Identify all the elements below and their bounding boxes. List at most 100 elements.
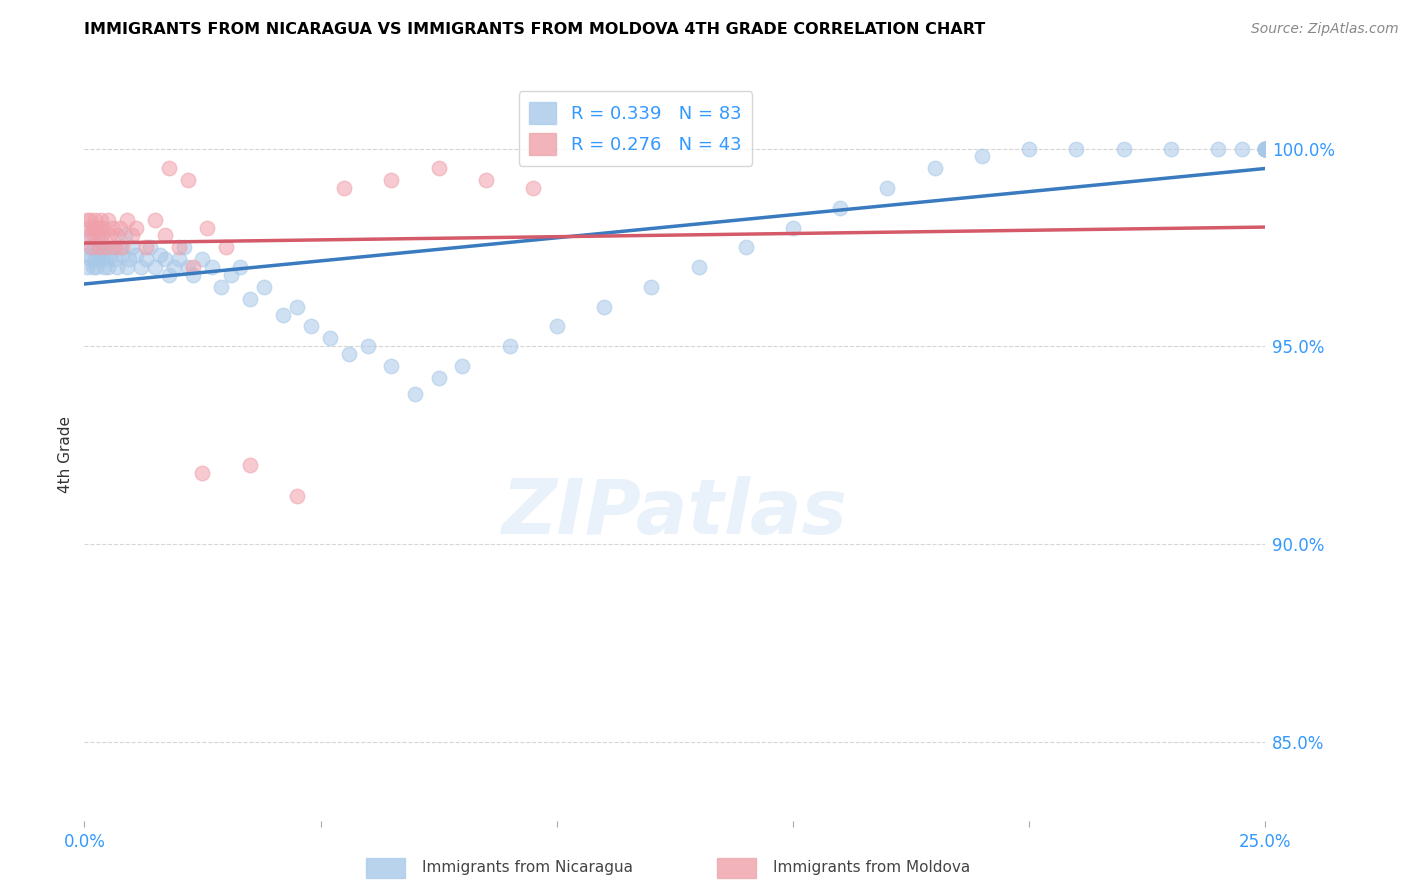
Point: [104, 240, 127, 254]
Point: [87, 240, 110, 254]
Point: [80, 240, 103, 254]
Point: [167, 240, 190, 254]
Text: IMMIGRANTS FROM NICARAGUA VS IMMIGRANTS FROM MOLDOVA 4TH GRADE CORRELATION CHART: IMMIGRANTS FROM NICARAGUA VS IMMIGRANTS …: [84, 22, 986, 37]
Point: [77, 248, 100, 262]
Point: [1206, 141, 1229, 155]
Point: [83, 240, 105, 254]
Point: [195, 220, 218, 235]
Point: [98, 248, 121, 262]
Point: [94, 252, 117, 267]
Point: [86, 228, 108, 243]
Y-axis label: 4th Grade: 4th Grade: [58, 417, 73, 493]
Point: [876, 181, 898, 195]
Point: [1112, 141, 1135, 155]
Point: [427, 371, 450, 385]
Point: [1254, 141, 1277, 155]
Point: [111, 248, 134, 262]
Point: [157, 161, 180, 176]
Point: [337, 347, 360, 361]
Point: [173, 240, 195, 254]
Point: [98, 228, 121, 243]
Point: [118, 252, 141, 267]
Point: [115, 260, 138, 274]
Point: [89, 220, 111, 235]
Point: [157, 268, 180, 282]
Point: [139, 240, 162, 254]
Point: [115, 212, 138, 227]
Point: [101, 240, 124, 254]
Text: ZIPatlas: ZIPatlas: [502, 476, 848, 550]
Point: [125, 220, 148, 235]
Point: [1254, 141, 1277, 155]
Text: Source: ZipAtlas.com: Source: ZipAtlas.com: [1251, 22, 1399, 37]
Point: [77, 228, 100, 243]
Point: [285, 300, 308, 314]
Point: [83, 252, 105, 267]
Point: [91, 220, 114, 235]
Point: [782, 220, 804, 235]
Text: Immigrants from Nicaragua: Immigrants from Nicaragua: [422, 860, 633, 874]
Point: [177, 260, 200, 274]
Point: [80, 228, 103, 243]
Point: [219, 268, 242, 282]
Point: [121, 240, 143, 254]
Point: [87, 240, 110, 254]
Point: [299, 319, 322, 334]
Point: [129, 260, 152, 274]
Point: [239, 292, 262, 306]
Point: [734, 240, 756, 254]
Point: [94, 240, 117, 254]
Point: [153, 252, 176, 267]
Point: [1230, 141, 1253, 155]
Point: [970, 149, 993, 163]
Point: [380, 359, 402, 373]
Point: [451, 359, 474, 373]
Point: [1018, 141, 1040, 155]
Point: [104, 252, 127, 267]
Point: [79, 212, 101, 227]
Point: [167, 252, 190, 267]
Point: [125, 248, 148, 262]
Point: [546, 319, 568, 334]
Point: [82, 220, 104, 235]
Point: [111, 240, 134, 254]
Point: [135, 252, 157, 267]
Point: [1254, 141, 1277, 155]
Point: [93, 260, 115, 274]
Point: [101, 220, 124, 235]
Point: [522, 181, 544, 195]
Point: [121, 228, 143, 243]
Point: [135, 240, 157, 254]
Legend: R = 0.339   N = 83, R = 0.276   N = 43: R = 0.339 N = 83, R = 0.276 N = 43: [519, 91, 752, 166]
Point: [86, 248, 108, 262]
Point: [107, 260, 129, 274]
Point: [143, 212, 166, 227]
Point: [84, 220, 107, 235]
Point: [114, 228, 136, 243]
Point: [1254, 141, 1277, 155]
Point: [143, 260, 166, 274]
Point: [1254, 141, 1277, 155]
Point: [271, 308, 294, 322]
Point: [357, 339, 380, 353]
Point: [97, 260, 120, 274]
Point: [1066, 141, 1088, 155]
Point: [924, 161, 946, 176]
Point: [79, 252, 101, 267]
Point: [163, 260, 186, 274]
Point: [1160, 141, 1182, 155]
Point: [177, 173, 200, 187]
Point: [107, 228, 129, 243]
Point: [498, 339, 520, 353]
Point: [475, 173, 498, 187]
Point: [1254, 141, 1277, 155]
Point: [427, 161, 450, 176]
Point: [380, 173, 402, 187]
Point: [181, 260, 204, 274]
Point: [89, 252, 111, 267]
Text: Immigrants from Moldova: Immigrants from Moldova: [773, 860, 970, 874]
Point: [640, 280, 662, 294]
Point: [77, 220, 100, 235]
Point: [209, 280, 232, 294]
Point: [90, 228, 112, 243]
